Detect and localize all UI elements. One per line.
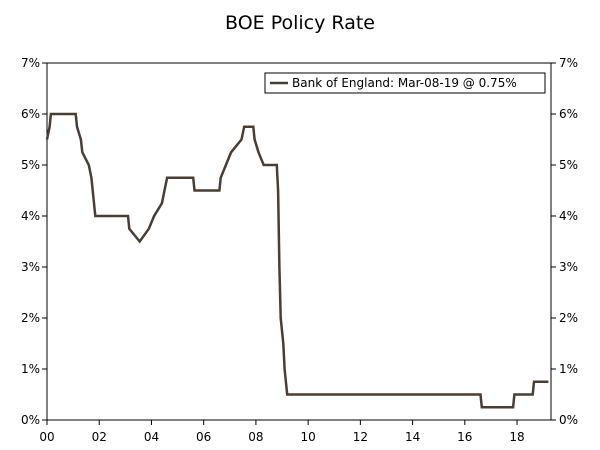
y-axis-left: 0% 1% 2% 3% 4% 5% 6% 7% [21,56,47,427]
y-tick-label-left: 1% [21,362,40,376]
chart-title: BOE Policy Rate [225,12,375,34]
y-tick-label-right: 3% [559,260,578,274]
y-tick-label-left: 6% [21,107,40,121]
x-axis: 00 02 04 06 08 10 12 14 16 18 [39,420,525,444]
y-tick-label-left: 2% [21,311,40,325]
y-tick-label-left: 7% [21,56,40,70]
y-tick-label-right: 7% [559,56,578,70]
legend-box [264,72,546,94]
y-tick-label-right: 2% [559,311,578,325]
x-tick-label: 08 [248,430,263,444]
y-axis-right: 0% 1% 2% 3% 4% 5% 6% 7% [551,56,578,427]
x-tick-label: 14 [405,430,420,444]
y-tick-label-left: 4% [21,209,40,223]
legend: Bank of England: Mar-08-19 @ 0.75% [264,72,546,94]
y-tick-label-right: 6% [559,107,578,121]
x-tick-label: 10 [300,430,315,444]
x-tick-label: 18 [509,430,524,444]
y-tick-label-right: 4% [559,209,578,223]
x-tick-label: 12 [353,430,368,444]
x-tick-label: 16 [457,430,472,444]
y-tick-label-right: 1% [559,362,578,376]
y-tick-label-left: 3% [21,260,40,274]
plot-frame [46,62,552,421]
y-tick-label-left: 0% [21,413,40,427]
series-line [45,112,549,409]
x-tick-label: 00 [39,430,54,444]
y-tick-label-left: 5% [21,158,40,172]
y-tick-label-right: 5% [559,158,578,172]
legend-label: Bank of England: Mar-08-19 @ 0.75% [292,76,517,90]
x-tick-label: 06 [196,430,211,444]
x-tick-label: 04 [144,430,159,444]
y-tick-label-right: 0% [559,413,578,427]
x-tick-label: 02 [92,430,107,444]
